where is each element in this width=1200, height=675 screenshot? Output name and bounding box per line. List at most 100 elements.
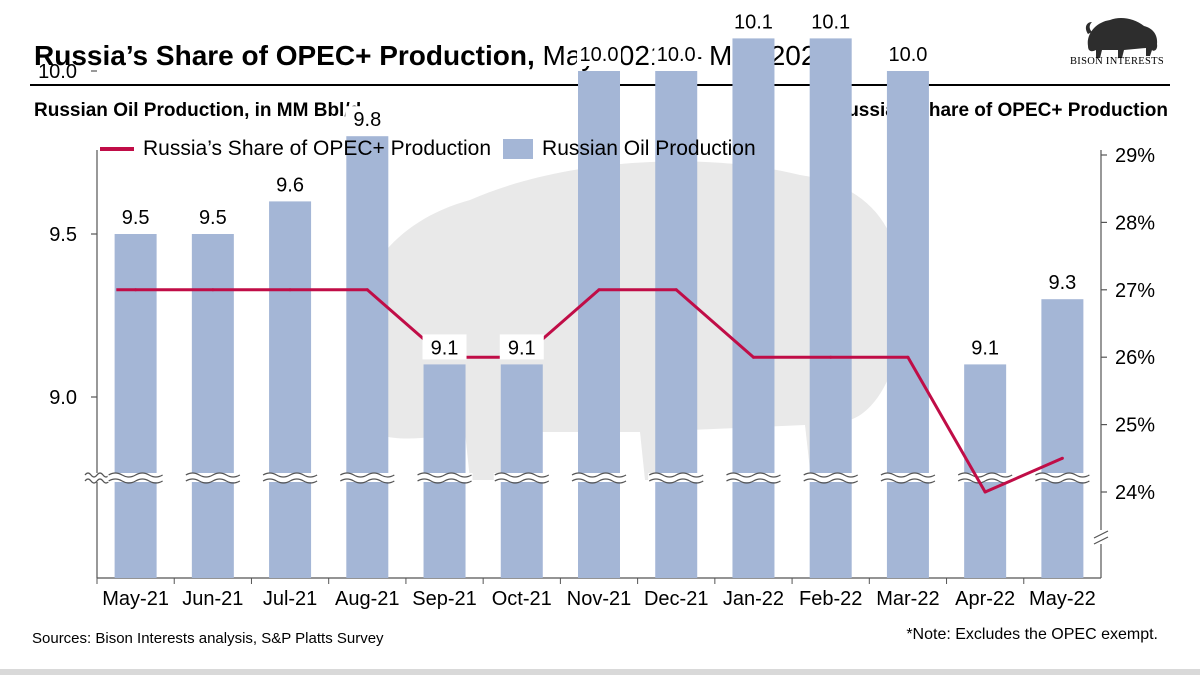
bar-data-label: 10.1 — [811, 11, 850, 33]
share-line-point — [134, 288, 138, 292]
bar-data-label: 9.5 — [122, 207, 150, 229]
bar — [269, 201, 312, 578]
share-line-point — [211, 288, 215, 292]
axis-break-slash — [1093, 530, 1109, 539]
x-axis-tick-label: Feb-22 — [799, 588, 862, 610]
axis-break-gap — [1094, 530, 1108, 544]
bar — [964, 364, 1007, 578]
legend-item-production: Russian Oil Production — [503, 137, 756, 161]
bar-data-label: 9.1 — [508, 337, 536, 359]
legend-label-production: Russian Oil Production — [542, 137, 756, 160]
chart-title-bold: Russia’s Share of OPEC+ Production, — [34, 40, 535, 71]
bar-data-label-bg — [1040, 269, 1085, 295]
x-axis-tick-label: Nov-21 — [567, 588, 631, 610]
right-axis-tick-label: 25% — [1115, 415, 1155, 437]
axis-break-wave — [803, 472, 858, 478]
axis-break-wave — [494, 472, 550, 478]
bar-data-label-bg — [113, 204, 158, 229]
bar — [809, 38, 852, 578]
x-axis-tick-label: May-22 — [1029, 588, 1096, 610]
chart-axes: 9.09.510.010.524%25%26%27%28%29%May-21Ju… — [38, 61, 1155, 610]
axis-break-wave — [185, 478, 241, 484]
axis-break-gap — [957, 473, 1014, 482]
axis-break-slash — [1093, 536, 1109, 545]
legend-bar-swatch — [503, 139, 534, 159]
left-axis-tick-label: 9.0 — [49, 387, 77, 409]
axis-break-gap — [879, 473, 936, 482]
bar-data-label: 10.0 — [657, 44, 696, 66]
x-axis-tick-label: Aug-21 — [335, 588, 400, 610]
right-axis-tick-label: 26% — [1115, 347, 1155, 369]
axis-break-gap — [1034, 473, 1091, 482]
line-series — [116, 288, 1064, 494]
bar-data-label: 9.5 — [199, 207, 227, 229]
axis-break-gap — [184, 473, 241, 482]
bar — [423, 364, 466, 578]
axis-break-gap — [493, 473, 550, 482]
right-axis-tick-label: 27% — [1115, 280, 1155, 302]
axis-break-gap — [262, 473, 319, 482]
chart-legend: Russia’s Share of OPEC+ Production Russi… — [100, 137, 768, 161]
left-axis-tick-label: 9.5 — [49, 224, 77, 246]
bar-data-label-bg — [190, 204, 235, 229]
axis-break-wave — [340, 478, 395, 484]
axis-break-wave — [185, 472, 241, 478]
bar-data-label-bg — [345, 106, 390, 132]
bar-data-label-bg — [654, 41, 699, 66]
bar-data-label: 9.6 — [276, 174, 304, 196]
axis-break-wave — [1035, 478, 1090, 484]
axis-break-wave — [340, 472, 395, 478]
axis-break-gap — [416, 473, 473, 482]
bar — [732, 38, 775, 578]
share-line-point — [983, 490, 987, 494]
left-axis-title: Russian Oil Production, in MM Bbl/d — [34, 100, 362, 121]
bar-data-label-bg — [577, 41, 621, 66]
share-line-point — [829, 355, 833, 359]
axis-break-gap — [84, 473, 110, 482]
axis-break-wave — [880, 472, 936, 478]
bar — [346, 136, 389, 578]
axis-break-gap — [571, 473, 627, 482]
axis-break-gap — [339, 473, 396, 482]
axis-break-wave — [571, 478, 627, 484]
axis-break-marks — [84, 472, 1109, 545]
bar-data-label: 10.0 — [580, 44, 619, 66]
axis-break-wave — [108, 478, 163, 484]
bar-data-label: 10.1 — [734, 11, 773, 33]
x-axis-tick-label: Jul-21 — [263, 588, 317, 610]
x-axis-tick-label: Mar-22 — [876, 588, 939, 610]
legend-line-swatch — [100, 147, 134, 151]
data-labels: 9.5 9.5 9.6 9.8 9.1 9.1 10.0 10.0 10.1 10.1 10.0 9.… — [113, 8, 1085, 360]
axis-break-wave — [494, 478, 550, 484]
axis-break-wave — [648, 478, 704, 484]
x-axis-tick-label: May-21 — [102, 588, 169, 610]
right-axis-tick-label: 29% — [1115, 145, 1155, 167]
x-axis-tick-label: Dec-21 — [644, 588, 708, 610]
bison-icon — [1085, 18, 1158, 58]
right-axis-tick-label: 28% — [1115, 212, 1155, 234]
bar-data-label-bg — [808, 8, 853, 34]
bar-data-label: 9.1 — [431, 337, 459, 359]
bar — [886, 71, 929, 578]
axis-break-wave — [803, 478, 858, 484]
bar — [500, 364, 543, 578]
bar-series — [114, 38, 1084, 578]
bar-data-label-bg — [499, 334, 544, 360]
axis-break-wave — [262, 472, 318, 478]
axis-break-gap — [725, 473, 782, 482]
bar — [655, 71, 698, 578]
bar-data-label: 10.0 — [888, 44, 927, 66]
bar-data-label: 9.3 — [1048, 272, 1076, 294]
axis-break-wave — [957, 472, 1013, 478]
bar-data-label-bg — [731, 8, 776, 34]
x-axis-tick-label: Oct-21 — [492, 588, 552, 610]
share-line-point — [906, 355, 910, 359]
axis-break-wave — [726, 478, 781, 484]
x-axis-tick-label: Apr-22 — [955, 588, 1015, 610]
bottom-bar — [0, 669, 1200, 675]
bar-data-label-bg — [885, 41, 930, 66]
axis-break-gap — [802, 473, 859, 482]
axis-break-wave — [417, 478, 472, 484]
bar-data-label: 9.8 — [353, 109, 381, 131]
bar-data-label-bg — [422, 334, 467, 360]
